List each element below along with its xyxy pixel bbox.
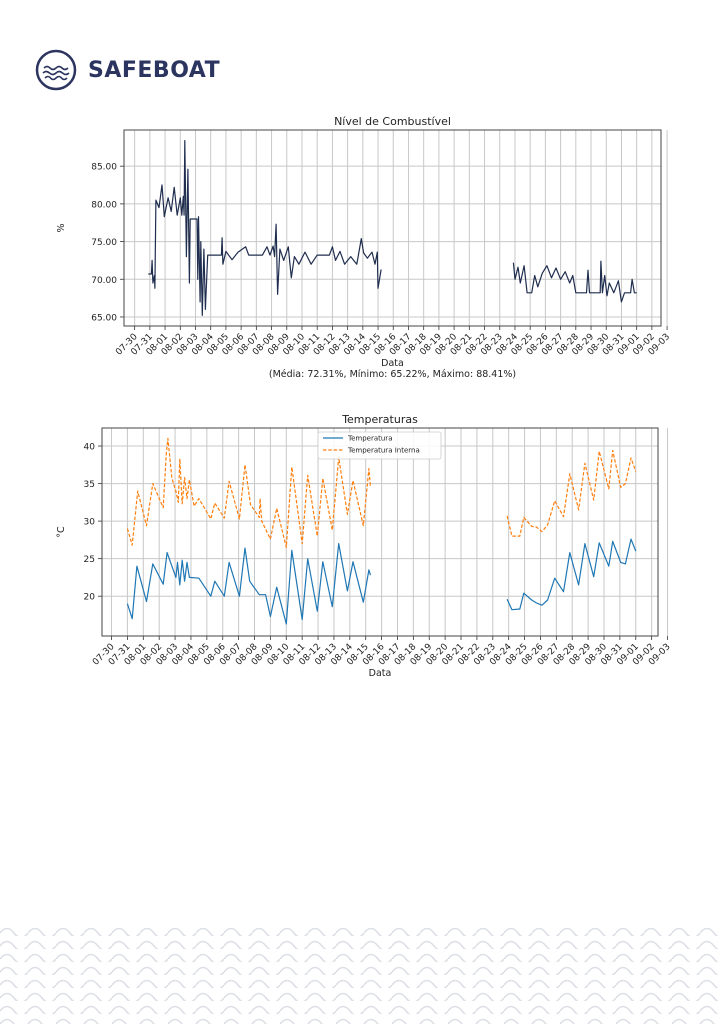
brand-name: SAFEBOAT (88, 57, 221, 83)
y-axis-label: % (56, 223, 67, 232)
series-line-nível-de-combustível (512, 260, 637, 303)
chart-title: Temperaturas (341, 413, 418, 426)
y-tick-label: 30 (84, 518, 96, 528)
x-axis-label: Data (381, 358, 404, 369)
legend-label: Temperatura Interna (347, 447, 420, 455)
y-tick-label: 65.00 (91, 313, 117, 323)
logo-waves-icon (35, 49, 77, 91)
y-tick-label: 80.00 (91, 200, 117, 210)
legend-box (317, 431, 442, 460)
legend: Temperatura Temperatura Interna (317, 431, 442, 460)
y-tick-label: 70.00 (91, 276, 117, 286)
series-line-temperatura-interna (126, 437, 372, 549)
chart-title: Nível de Combustível (334, 115, 451, 128)
y-tick-label: 20 (84, 593, 96, 603)
y-tick-label: 75.00 (91, 238, 117, 248)
temperature-chart: 07-3007-3108-0108-0208-0308-0408-0508-06… (56, 413, 673, 679)
y-tick-label: 35 (84, 480, 95, 490)
y-axis-label: °C (56, 526, 67, 538)
stats-summary: (Média: 72.31%, Mínimo: 65.22%, Máximo: … (269, 369, 516, 380)
y-tick-label: 25 (84, 555, 95, 565)
plot-frame (101, 427, 659, 637)
legend-label: Temperatura (347, 435, 392, 443)
footer-wave-pattern (0, 928, 724, 1024)
y-tick-label: 85.00 (91, 163, 117, 173)
series-line-temperatura (126, 542, 372, 625)
series-line-nível-de-combustível (148, 140, 382, 316)
safeboat-logo: SAFEBOAT (34, 48, 220, 92)
series-line-temperatura (506, 538, 637, 611)
plot-frame (123, 129, 662, 327)
y-tick-label: 40 (84, 443, 96, 453)
x-axis-label: Data (369, 668, 392, 679)
series-line-temperatura-interna (506, 449, 637, 537)
fuel-level-chart: 07-3007-3108-0108-0208-0308-0408-0508-06… (56, 115, 672, 380)
